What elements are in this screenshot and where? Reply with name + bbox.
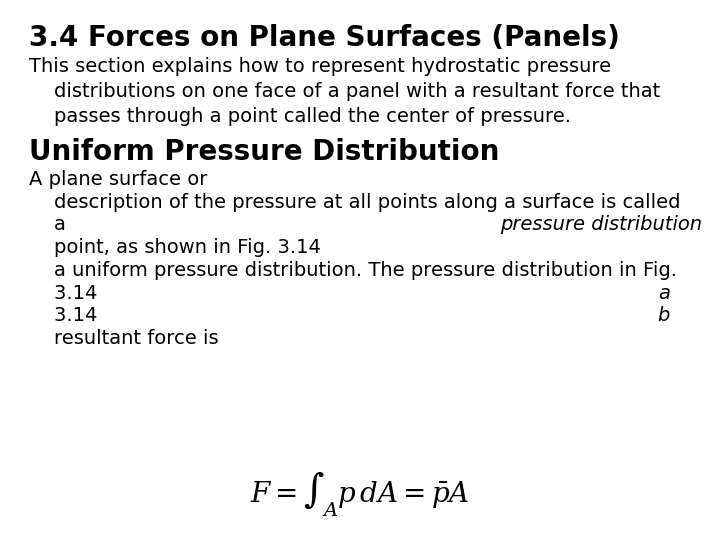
Text: Uniform Pressure Distribution: Uniform Pressure Distribution (29, 138, 499, 166)
Text: 3.14: 3.14 (29, 284, 97, 302)
Text: 3.4 Forces on Plane Surfaces (Panels): 3.4 Forces on Plane Surfaces (Panels) (29, 24, 620, 52)
Text: This section explains how to represent hydrostatic pressure
    distributions on: This section explains how to represent h… (29, 57, 660, 126)
Text: $F = \int_A p\,dA = \bar{p}A$: $F = \int_A p\,dA = \bar{p}A$ (251, 470, 469, 518)
Text: a: a (658, 284, 670, 302)
Text: point, as shown in Fig. 3.14: point, as shown in Fig. 3.14 (29, 238, 320, 257)
Text: a uniform pressure distribution. The pressure distribution in Fig.: a uniform pressure distribution. The pre… (29, 261, 677, 280)
Text: description of the pressure at all points along a surface is called: description of the pressure at all point… (29, 193, 680, 212)
Text: A plane surface or: A plane surface or (29, 170, 213, 189)
Text: a: a (29, 215, 72, 234)
Text: b: b (658, 306, 670, 325)
Text: resultant force is: resultant force is (29, 329, 225, 348)
Text: 3.14: 3.14 (29, 306, 97, 325)
Text: pressure distribution: pressure distribution (500, 215, 703, 234)
